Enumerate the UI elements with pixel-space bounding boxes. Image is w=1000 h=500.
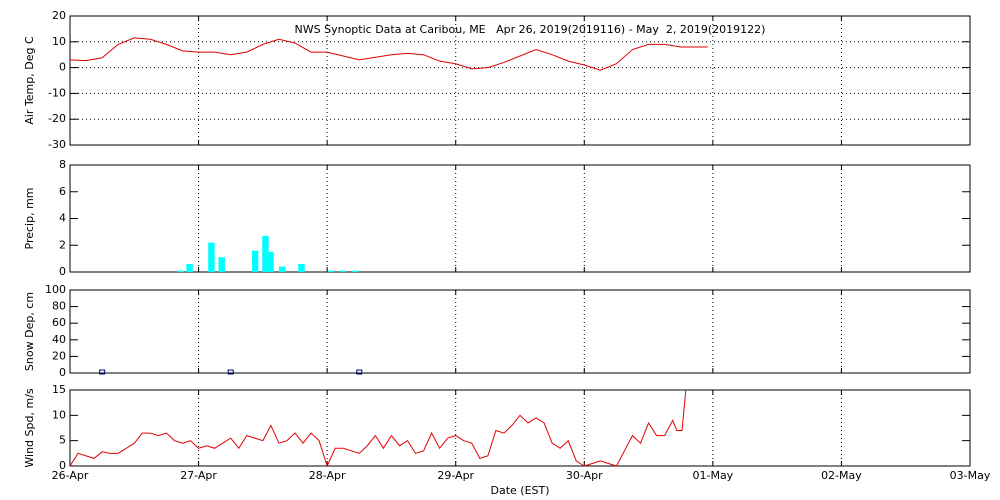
y-tick-label: 2 bbox=[59, 238, 66, 251]
x-tick-label: 29-Apr bbox=[437, 469, 474, 482]
chart-title: NWS Synoptic Data at Caribou, ME Apr 26,… bbox=[295, 23, 766, 36]
bar bbox=[262, 235, 269, 272]
y-tick-label: 5 bbox=[59, 434, 66, 447]
bar bbox=[352, 270, 359, 272]
y-tick-label: 0 bbox=[59, 366, 66, 379]
plot-frame bbox=[69, 389, 971, 467]
y-tick-label: 80 bbox=[52, 300, 66, 313]
y-tick-label: 60 bbox=[52, 316, 66, 329]
x-tick-label: 26-Apr bbox=[52, 469, 89, 482]
x-tick-label: 30-Apr bbox=[566, 469, 603, 482]
plot-frame bbox=[69, 289, 971, 374]
y-tick-label: 0 bbox=[59, 265, 66, 278]
y-tick-label: 6 bbox=[59, 185, 66, 198]
bar bbox=[186, 263, 193, 272]
bar bbox=[278, 266, 286, 272]
bar bbox=[251, 250, 259, 272]
bar bbox=[298, 263, 305, 272]
point bbox=[227, 369, 234, 375]
y-tick-label: 0 bbox=[59, 459, 66, 472]
x-tick-label: 01-May bbox=[692, 469, 733, 482]
x-axis-label: Date (EST) bbox=[490, 484, 549, 497]
plot-frame bbox=[69, 15, 971, 146]
bar bbox=[177, 270, 184, 272]
x-tick-label: 27-Apr bbox=[180, 469, 217, 482]
y-tick-label: 15 bbox=[52, 383, 66, 396]
x-tick-label: 28-Apr bbox=[309, 469, 346, 482]
y-tick-label: 4 bbox=[59, 212, 66, 225]
bar bbox=[267, 251, 274, 272]
y-axis-label: Snow Dep, cm bbox=[23, 292, 36, 371]
y-tick-label: 10 bbox=[52, 408, 66, 421]
data-line bbox=[69, 37, 708, 71]
point bbox=[99, 369, 106, 375]
y-tick-label: 8 bbox=[59, 158, 66, 171]
y-tick-label: -30 bbox=[48, 138, 66, 151]
data-line bbox=[69, 389, 687, 468]
y-axis-label: Wind Spd, m/s bbox=[23, 388, 36, 468]
x-tick-label: 03-May bbox=[950, 469, 991, 482]
y-tick-label: 10 bbox=[52, 35, 66, 48]
y-axis-label: Air Temp, Deg C bbox=[23, 36, 36, 125]
y-tick-label: 100 bbox=[45, 283, 66, 296]
bar bbox=[208, 242, 215, 272]
y-tick-label: 0 bbox=[59, 61, 66, 74]
y-tick-label: 40 bbox=[52, 333, 66, 346]
y-tick-label: 20 bbox=[52, 349, 66, 362]
point bbox=[356, 369, 363, 375]
x-tick-label: 02-May bbox=[821, 469, 862, 482]
bar bbox=[218, 257, 225, 272]
y-tick-label: -10 bbox=[48, 86, 66, 99]
bar bbox=[339, 270, 346, 272]
plot-frame bbox=[69, 164, 971, 273]
y-tick-label: -20 bbox=[48, 112, 66, 125]
bar bbox=[327, 270, 335, 272]
y-tick-label: 20 bbox=[52, 9, 66, 22]
y-axis-label: Precip, mm bbox=[23, 188, 36, 250]
